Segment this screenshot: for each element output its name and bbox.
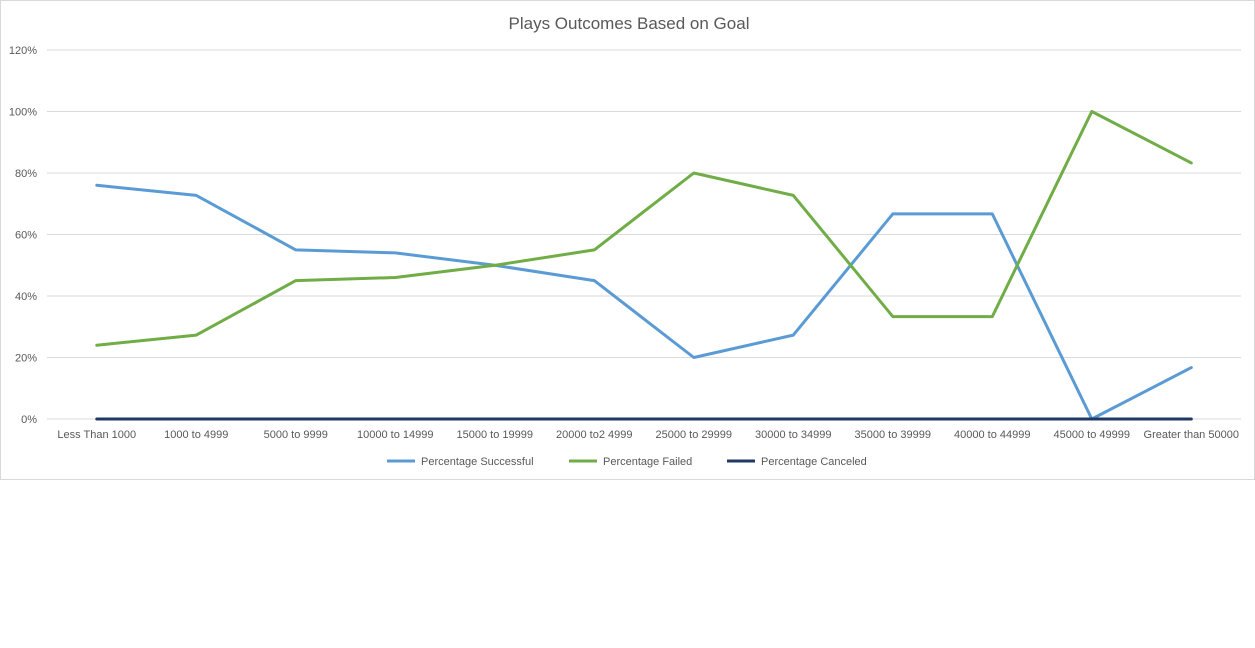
x-tick-label: 25000 to 29999 <box>656 429 732 441</box>
y-tick-label: 20% <box>15 353 37 365</box>
legend-item-percentage-failed: Percentage Failed <box>569 456 692 468</box>
chart-area: Plays Outcomes Based on Goal 0% 20% 40% 60%… <box>0 0 1255 480</box>
y-tick-label: 100% <box>9 107 37 119</box>
x-tick-label: Greater than 50000 <box>1144 429 1239 441</box>
line-chart: Plays Outcomes Based on Goal 0% 20% 40% 60%… <box>9 14 1241 468</box>
series-line-percentage-failed <box>95 110 1193 347</box>
legend-item-percentage-canceled: Percentage Canceled <box>727 456 867 468</box>
y-tick-label: 0% <box>21 414 37 426</box>
gridlines <box>47 49 1241 420</box>
y-tick-label: 80% <box>15 168 37 180</box>
legend-label: Percentage Successful <box>421 456 534 468</box>
x-tick-label: 20000 to2 4999 <box>556 429 632 441</box>
x-tick-label: 10000 to 14999 <box>357 429 433 441</box>
x-tick-label: 15000 to 19999 <box>457 429 533 441</box>
x-tick-label: 1000 to 4999 <box>164 429 228 441</box>
y-axis-tick-labels: 0% 20% 40% 60% 80% 100% 120% <box>9 45 37 426</box>
legend: Percentage Successful Percentage Failed Pe… <box>387 456 867 468</box>
series-lines <box>95 110 1193 421</box>
chart-title: Plays Outcomes Based on Goal <box>509 14 750 33</box>
x-tick-label: 5000 to 9999 <box>264 429 328 441</box>
x-tick-label: Less Than 1000 <box>57 429 136 441</box>
x-axis-tick-labels: Less Than 1000 1000 to 4999 5000 to 9999 10… <box>57 429 1239 441</box>
y-tick-label: 120% <box>9 45 37 57</box>
series-line-percentage-successful <box>95 183 1193 421</box>
legend-label: Percentage Canceled <box>761 456 867 468</box>
legend-label: Percentage Failed <box>603 456 692 468</box>
x-tick-label: 30000 to 34999 <box>755 429 831 441</box>
x-tick-label: 35000 to 39999 <box>855 429 931 441</box>
y-tick-label: 60% <box>15 230 37 242</box>
x-tick-label: 45000 to 49999 <box>1054 429 1130 441</box>
x-tick-label: 40000 to 44999 <box>954 429 1030 441</box>
y-tick-label: 40% <box>15 291 37 303</box>
legend-item-percentage-successful: Percentage Successful <box>387 456 534 468</box>
